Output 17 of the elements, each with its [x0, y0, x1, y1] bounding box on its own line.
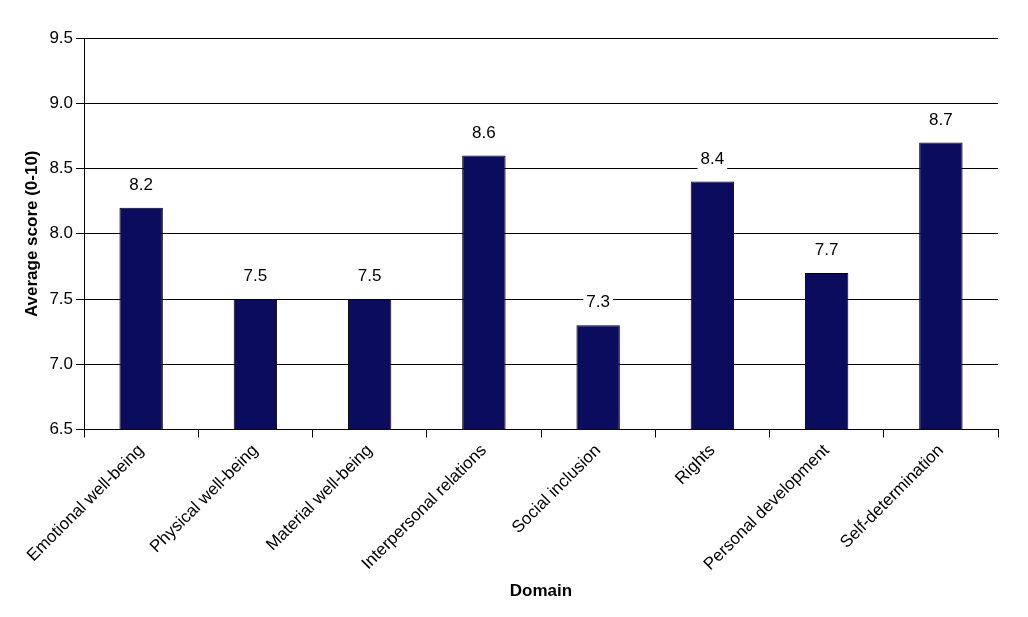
data-label: 8.7	[929, 109, 953, 129]
data-label: 7.5	[243, 266, 268, 286]
data-label: 8.2	[129, 174, 153, 194]
y-tick-label: 7.5	[49, 288, 74, 308]
data-label: 8.4	[700, 148, 725, 168]
data-label: 8.6	[472, 122, 496, 142]
data-label: 7.3	[586, 292, 610, 312]
y-axis-title: Average score (0-10)	[21, 150, 41, 318]
data-label: 7.5	[357, 266, 382, 286]
y-tick-label: 8.0	[49, 223, 74, 243]
y-tick-label: 6.5	[49, 419, 74, 439]
x-axis-title: Domain	[509, 581, 573, 601]
y-tick-label: 9.0	[49, 92, 74, 112]
y-tick-label: 8.5	[49, 158, 74, 178]
y-tick-label: 7.0	[49, 353, 74, 373]
data-label: 7.7	[814, 240, 839, 260]
y-tick-label: 9.5	[49, 27, 74, 47]
